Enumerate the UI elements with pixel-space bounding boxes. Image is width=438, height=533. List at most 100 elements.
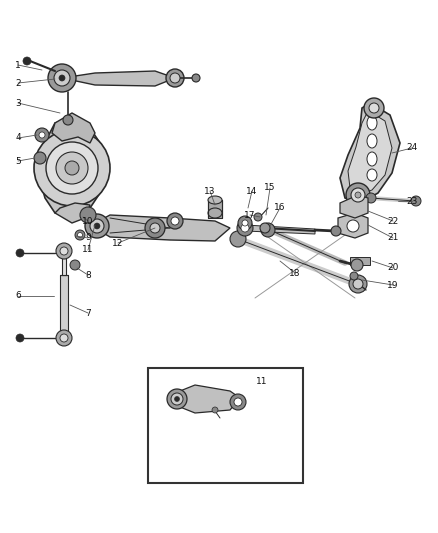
Circle shape xyxy=(60,334,68,342)
Polygon shape xyxy=(340,103,400,203)
Circle shape xyxy=(54,70,70,86)
Circle shape xyxy=(212,407,218,413)
Polygon shape xyxy=(175,385,240,413)
Polygon shape xyxy=(38,118,105,215)
Circle shape xyxy=(63,115,73,125)
Text: 24: 24 xyxy=(406,143,417,152)
Circle shape xyxy=(56,243,72,259)
Polygon shape xyxy=(62,71,175,86)
Text: 5: 5 xyxy=(15,157,21,166)
Text: 3: 3 xyxy=(15,99,21,108)
Text: 12: 12 xyxy=(112,238,124,247)
Text: 8: 8 xyxy=(85,271,91,279)
Ellipse shape xyxy=(367,169,377,181)
Circle shape xyxy=(80,207,96,223)
Circle shape xyxy=(331,226,341,236)
Circle shape xyxy=(150,223,160,233)
Circle shape xyxy=(366,193,376,203)
Text: 17: 17 xyxy=(244,211,256,220)
Circle shape xyxy=(261,223,275,237)
Circle shape xyxy=(78,232,82,238)
Circle shape xyxy=(48,64,76,92)
Polygon shape xyxy=(52,113,95,143)
Ellipse shape xyxy=(208,196,222,204)
Circle shape xyxy=(85,214,109,238)
Circle shape xyxy=(167,213,183,229)
Text: 4: 4 xyxy=(15,133,21,142)
Circle shape xyxy=(369,103,379,113)
Circle shape xyxy=(238,216,252,230)
Circle shape xyxy=(230,231,246,247)
Text: 6: 6 xyxy=(15,292,21,301)
Circle shape xyxy=(254,213,262,221)
Circle shape xyxy=(145,218,165,238)
Circle shape xyxy=(56,152,88,184)
Text: 10: 10 xyxy=(82,216,94,225)
Ellipse shape xyxy=(208,208,222,218)
Circle shape xyxy=(35,128,49,142)
Circle shape xyxy=(34,152,46,164)
Circle shape xyxy=(90,219,104,233)
Text: 23: 23 xyxy=(406,197,418,206)
Circle shape xyxy=(75,230,85,240)
Text: 20: 20 xyxy=(387,263,399,272)
Text: 13: 13 xyxy=(204,187,216,196)
Circle shape xyxy=(174,397,180,401)
Polygon shape xyxy=(245,225,315,234)
Circle shape xyxy=(230,394,246,410)
Text: 2: 2 xyxy=(15,78,21,87)
Polygon shape xyxy=(348,111,392,195)
Circle shape xyxy=(347,220,359,232)
Circle shape xyxy=(192,74,200,82)
Text: 19: 19 xyxy=(387,280,399,289)
Text: 7: 7 xyxy=(85,309,91,318)
Circle shape xyxy=(350,272,358,280)
Circle shape xyxy=(171,393,183,405)
Circle shape xyxy=(166,69,184,87)
Polygon shape xyxy=(62,253,66,275)
Circle shape xyxy=(353,279,363,289)
Circle shape xyxy=(351,259,363,271)
Circle shape xyxy=(65,161,79,175)
Circle shape xyxy=(167,389,187,409)
Polygon shape xyxy=(95,215,230,241)
Circle shape xyxy=(355,192,361,198)
Ellipse shape xyxy=(367,134,377,148)
Polygon shape xyxy=(338,213,368,238)
Circle shape xyxy=(60,247,68,255)
Polygon shape xyxy=(60,275,68,333)
Circle shape xyxy=(241,224,249,232)
Circle shape xyxy=(23,57,31,65)
Circle shape xyxy=(171,217,179,225)
Circle shape xyxy=(39,132,45,138)
Text: 16: 16 xyxy=(274,204,286,213)
Circle shape xyxy=(364,98,384,118)
Ellipse shape xyxy=(367,116,377,130)
Text: 11: 11 xyxy=(256,376,268,385)
Circle shape xyxy=(351,188,365,202)
Circle shape xyxy=(16,334,24,342)
Circle shape xyxy=(237,220,253,236)
Circle shape xyxy=(260,223,270,233)
Circle shape xyxy=(70,260,80,270)
Circle shape xyxy=(346,183,370,207)
Text: 22: 22 xyxy=(387,216,399,225)
Circle shape xyxy=(170,73,180,83)
Circle shape xyxy=(242,220,248,226)
Text: 15: 15 xyxy=(264,183,276,192)
Circle shape xyxy=(349,275,367,293)
Bar xyxy=(350,257,370,265)
Circle shape xyxy=(234,398,242,406)
Circle shape xyxy=(94,223,100,229)
Bar xyxy=(148,368,303,483)
Circle shape xyxy=(34,130,110,206)
Polygon shape xyxy=(55,203,90,223)
Text: 21: 21 xyxy=(387,233,399,243)
Text: 9: 9 xyxy=(85,233,91,243)
Circle shape xyxy=(46,142,98,194)
Circle shape xyxy=(16,249,24,257)
Polygon shape xyxy=(340,195,368,218)
Circle shape xyxy=(59,75,65,81)
Text: 1: 1 xyxy=(15,61,21,69)
Ellipse shape xyxy=(367,152,377,166)
